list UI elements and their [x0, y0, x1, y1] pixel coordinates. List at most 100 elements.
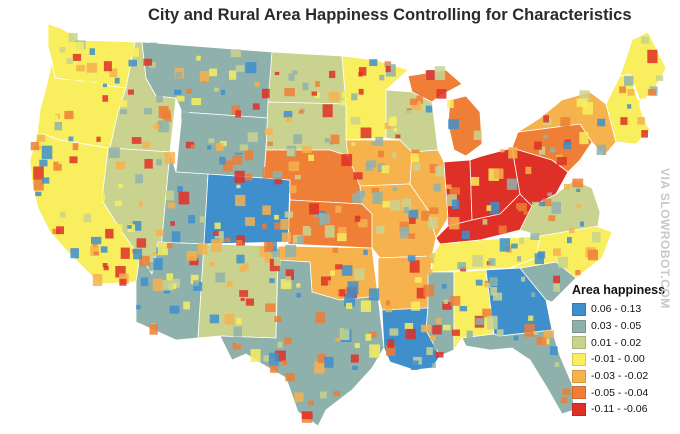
county-patch: [647, 89, 656, 96]
legend-label: -0.03 - -0.02: [591, 370, 649, 383]
county-patch: [285, 373, 295, 382]
county-patch: [475, 279, 483, 286]
county-patch: [222, 160, 233, 172]
legend-label: -0.05 - -0.04: [591, 386, 649, 399]
county-patch: [408, 233, 415, 239]
county-patch: [138, 201, 143, 207]
county-patch: [500, 149, 505, 153]
county-patch: [236, 240, 243, 245]
county-patch: [489, 277, 498, 286]
county-patch: [341, 154, 353, 167]
county-patch: [142, 141, 151, 149]
county-patch: [186, 88, 192, 94]
county-patch: [102, 83, 107, 88]
county-patch: [587, 249, 598, 261]
county-patch: [457, 262, 466, 270]
county-patch: [530, 233, 540, 240]
county-patch: [195, 119, 202, 126]
county-patch: [399, 288, 407, 298]
county-patch: [435, 165, 444, 177]
county-patch: [170, 221, 175, 226]
county-patch: [627, 104, 632, 109]
county-patch: [199, 216, 206, 223]
county-patch: [136, 238, 147, 248]
county-patch: [108, 147, 120, 159]
county-patch: [188, 215, 196, 224]
county-patch: [346, 302, 353, 309]
county-patch: [353, 69, 358, 73]
county-patch: [389, 328, 399, 336]
county-patch: [265, 216, 271, 221]
county-patch: [220, 89, 226, 95]
county-patch: [286, 148, 295, 157]
county-patch: [343, 323, 351, 330]
legend-title: Area happiness: [572, 283, 666, 297]
county-patch: [64, 190, 72, 198]
county-patch: [338, 227, 347, 235]
county-patch: [171, 231, 181, 243]
county-patch: [620, 117, 628, 125]
county-patch: [521, 250, 531, 259]
county-patch: [285, 269, 294, 280]
county-patch: [531, 292, 536, 298]
county-patch: [298, 110, 304, 114]
county-patch: [245, 217, 255, 226]
county-patch: [294, 174, 301, 180]
county-patch: [451, 329, 460, 336]
county-patch: [191, 98, 202, 106]
county-patch: [339, 289, 346, 297]
county-patch: [301, 411, 313, 420]
county-patch: [185, 141, 195, 149]
county-patch: [486, 315, 498, 330]
county-patch: [149, 42, 158, 49]
county-patch: [523, 211, 529, 215]
county-patch: [508, 208, 519, 219]
county-patch: [433, 343, 441, 350]
legend-swatch: [572, 352, 586, 366]
county-patch: [236, 317, 242, 325]
county-patch: [485, 282, 491, 288]
county-patch: [66, 58, 74, 65]
county-patch: [149, 324, 158, 335]
county-patch: [408, 209, 419, 219]
county-patch: [280, 218, 290, 230]
county-patch: [69, 156, 78, 164]
county-patch: [176, 95, 185, 102]
county-patch: [232, 342, 241, 350]
county-patch: [127, 89, 134, 95]
county-patch: [443, 299, 448, 304]
county-patch: [564, 184, 571, 190]
county-patch: [324, 356, 334, 368]
county-patch: [409, 98, 418, 105]
county-patch: [641, 92, 647, 99]
county-patch: [250, 349, 261, 362]
county-patch: [288, 73, 295, 81]
county-patch: [215, 142, 224, 151]
county-patch: [127, 185, 134, 190]
county-patch: [38, 123, 48, 134]
county-patch: [277, 333, 284, 341]
county-patch: [426, 254, 434, 264]
legend-swatch: [572, 302, 586, 316]
county-patch: [230, 49, 241, 58]
county-patch: [109, 78, 114, 82]
county-patch: [52, 228, 60, 234]
county-patch: [298, 207, 307, 215]
county-patch: [102, 139, 110, 146]
county-patch: [315, 92, 320, 99]
county-patch: [143, 107, 152, 115]
county-patch: [434, 66, 446, 80]
county-patch: [225, 237, 231, 242]
county-patch: [486, 205, 492, 211]
county-patch: [259, 246, 269, 257]
county-patch: [387, 339, 395, 348]
county-patch: [436, 317, 442, 324]
county-patch: [174, 89, 182, 95]
legend-label: 0.03 - 0.05: [591, 320, 642, 333]
county-patch: [329, 70, 336, 79]
county-patch: [488, 258, 496, 266]
county-patch: [96, 136, 101, 142]
county-patch: [556, 157, 567, 166]
county-patch: [508, 147, 518, 159]
